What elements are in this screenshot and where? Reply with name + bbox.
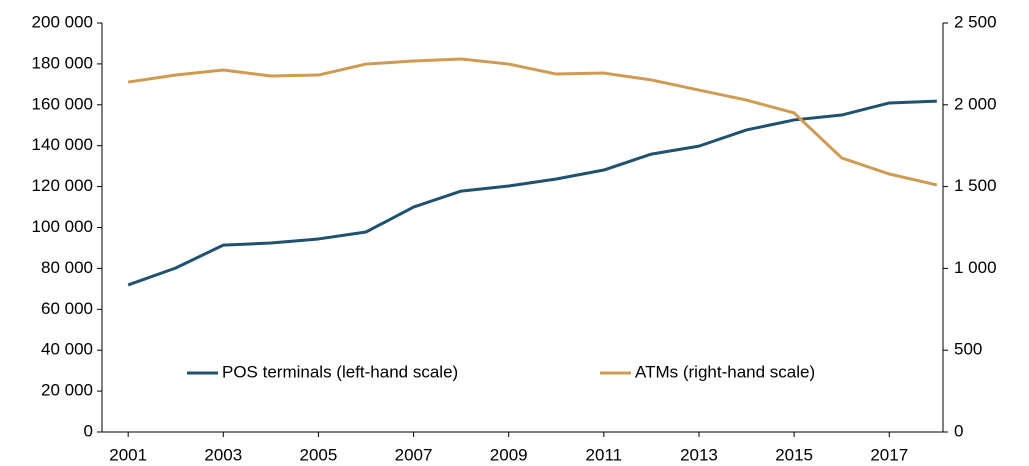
x-tick-label: 2013 <box>680 445 718 464</box>
y-tick-label: 180 000 <box>32 53 93 72</box>
y-tick-label: 200 000 <box>32 12 93 31</box>
x-tick-label: 2017 <box>870 445 908 464</box>
x-tick-label: 2011 <box>586 445 623 464</box>
y-tick-label: 100 000 <box>32 217 93 236</box>
y-tick-label: 140 000 <box>32 135 93 154</box>
legend-label: POS terminals (left-hand scale) <box>222 362 458 381</box>
y2-tick-label: 0 <box>954 421 963 440</box>
y2-tick-label: 1 000 <box>954 258 997 277</box>
y2-tick-label: 2 500 <box>954 12 997 31</box>
y2-tick-label: 2 000 <box>954 94 997 113</box>
y-tick-label: 160 000 <box>32 94 93 113</box>
legend-label: ATMs (right-hand scale) <box>635 362 815 381</box>
y-tick-label: 40 000 <box>41 340 93 359</box>
y-tick-label: 60 000 <box>41 299 93 318</box>
y2-tick-label: 500 <box>954 340 982 359</box>
x-tick-label: 2009 <box>490 445 528 464</box>
x-tick-label: 2015 <box>775 445 813 464</box>
x-tick-label: 2001 <box>109 445 147 464</box>
x-tick-label: 2007 <box>395 445 433 464</box>
line <box>127 99 937 287</box>
y-tick-label: 0 <box>84 421 93 440</box>
y2-tick-label: 1 500 <box>954 176 997 195</box>
x-tick-label: 2005 <box>300 445 338 464</box>
y-tick-label: 120 000 <box>32 176 93 195</box>
y-tick-label: 20 000 <box>41 381 93 400</box>
line <box>127 57 938 187</box>
y-tick-label: 80 000 <box>41 258 93 277</box>
x-tick-label: 2003 <box>204 445 242 464</box>
